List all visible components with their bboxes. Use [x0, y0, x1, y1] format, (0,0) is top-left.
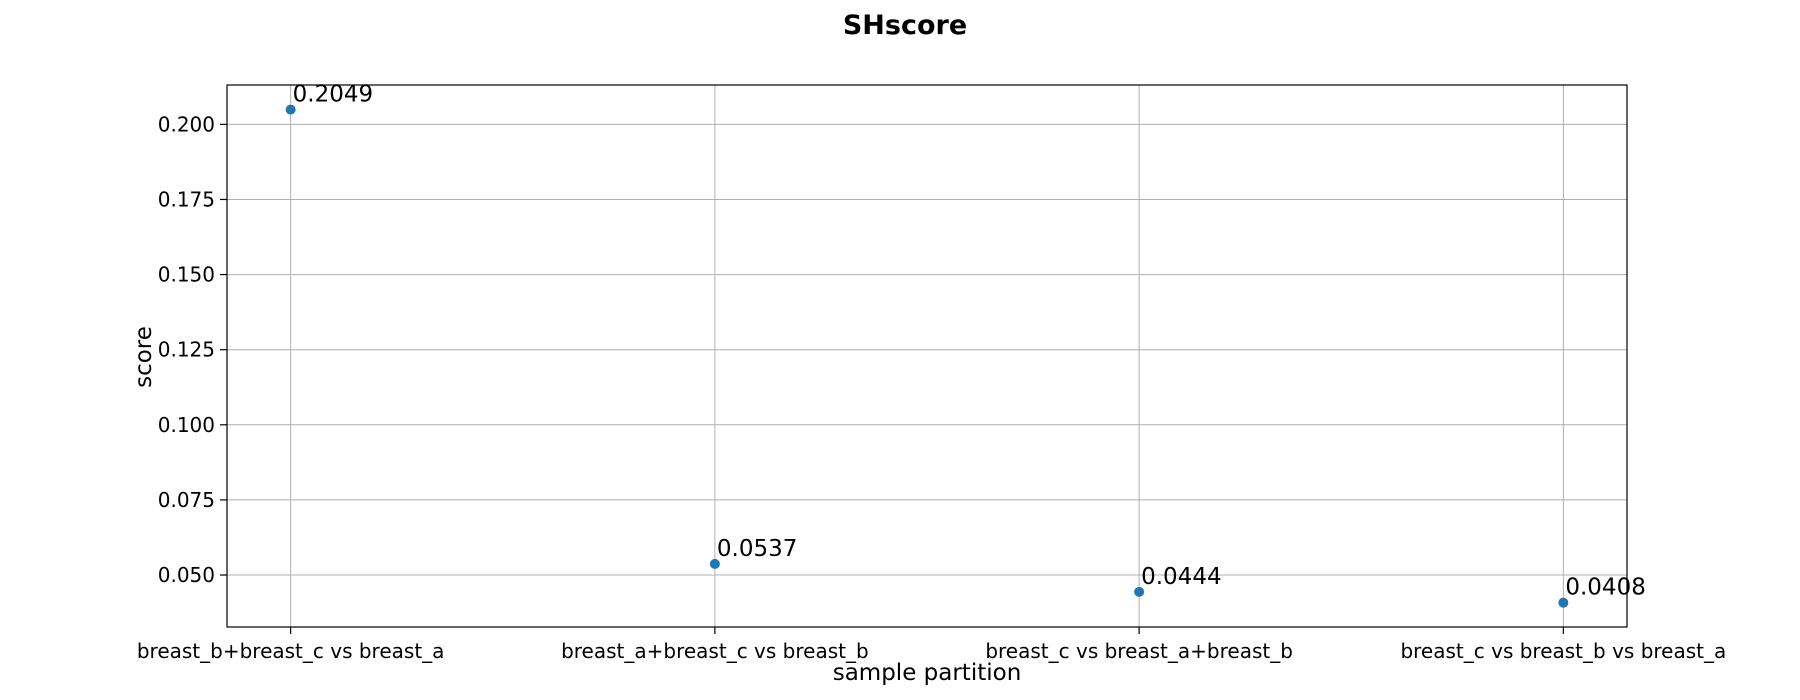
data-label: 0.0408 — [1565, 575, 1645, 601]
tick-layer: 0.050 0.075 0.100 0.125 0.150 0.175 0.200 breas… — [137, 112, 1726, 663]
y-tick-label: 0.125 — [158, 338, 215, 362]
plot-area-frame — [226, 84, 1628, 628]
chart-title: SHscore — [843, 10, 967, 41]
x-tick-label: breast_b+breast_c vs breast_a — [137, 639, 445, 663]
y-tick-label: 0.100 — [158, 413, 215, 437]
x-tick-label: breast_a+breast_c vs breast_b — [561, 639, 869, 663]
y-tick-label: 0.050 — [158, 563, 215, 587]
y-tick-label: 0.200 — [158, 112, 215, 136]
y-tick-label: 0.175 — [158, 187, 215, 211]
x-axis-label: sample partition — [833, 660, 1022, 686]
data-label: 0.0537 — [717, 536, 797, 562]
scatter-point — [709, 558, 720, 569]
y-tick-label: 0.075 — [158, 488, 215, 512]
y-tick-label: 0.150 — [158, 263, 215, 287]
x-tick-label: breast_c vs breast_a+breast_b — [985, 639, 1293, 663]
data-label: 0.0444 — [1141, 564, 1221, 590]
scatter-point — [1558, 597, 1569, 608]
x-tick-label: breast_c vs breast_b vs breast_a — [1400, 639, 1726, 663]
mark-layer: 0.2049 0.0537 0.0444 0.0408 — [285, 82, 1646, 608]
scatter-point — [1134, 586, 1145, 597]
grid-layer — [227, 85, 1627, 627]
y-axis-label: score — [131, 326, 157, 388]
data-label: 0.2049 — [293, 82, 373, 108]
scatter-point — [285, 104, 296, 115]
